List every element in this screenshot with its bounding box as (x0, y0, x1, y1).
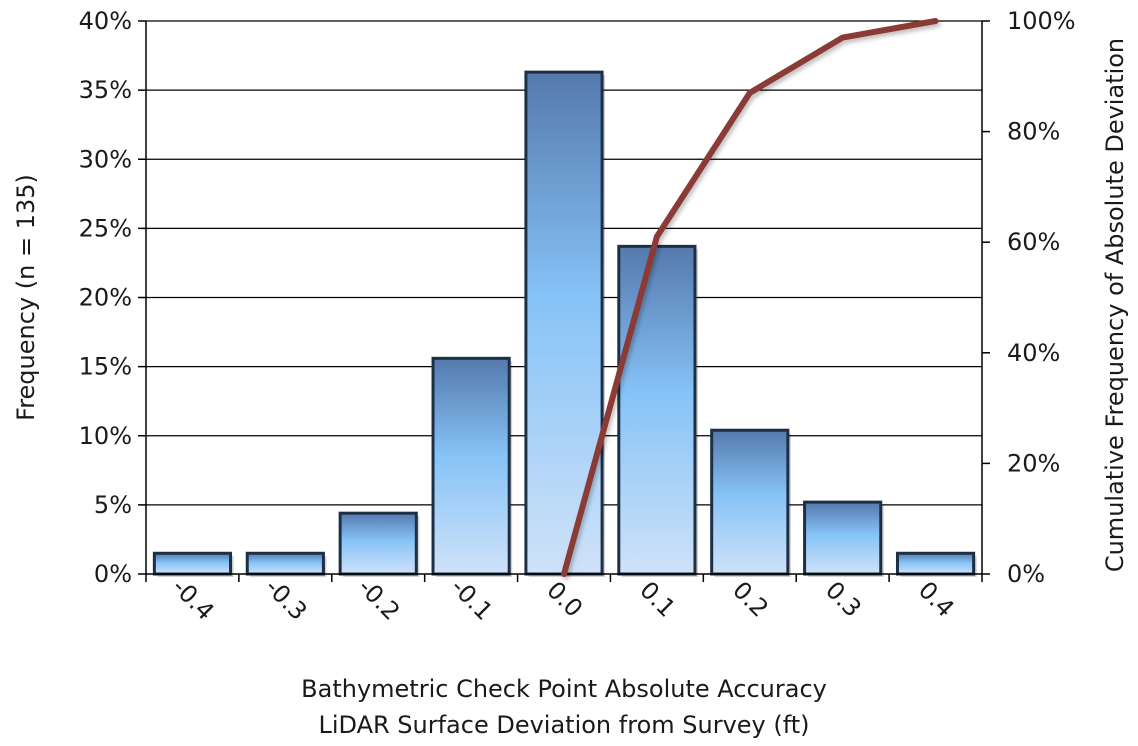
y-tick-label: 0% (94, 560, 132, 588)
y-tick-label: 25% (79, 214, 132, 242)
y-axis-title: Frequency (n = 135) (12, 174, 40, 421)
x-tick-label: -0.2 (352, 573, 405, 626)
x-tick-label: -0.3 (260, 573, 313, 626)
y-tick-label: 20% (79, 284, 132, 312)
bar (431, 356, 511, 576)
y2-tick-label: 100% (1007, 7, 1076, 35)
y-tick-label: 15% (79, 353, 132, 381)
x-tick-label: 0.3 (820, 576, 867, 623)
bar (245, 551, 325, 576)
y2-tick-label: 80% (1007, 118, 1060, 146)
x-tick-label: -0.4 (167, 573, 220, 626)
cumulative-line-layer (561, 18, 939, 577)
x-tick-label: -0.1 (445, 573, 498, 626)
y-tick-label: 40% (79, 7, 132, 35)
bar (710, 428, 790, 576)
y-tick-label: 35% (79, 76, 132, 104)
y-tick-label: 30% (79, 145, 132, 173)
y2-tick-label: 60% (1007, 228, 1060, 256)
y2-tick-label: 20% (1007, 449, 1060, 477)
x-tick-label: 0.0 (541, 576, 588, 623)
x-axis-title-line-2: LiDAR Surface Deviation from Survey (ft) (318, 711, 809, 739)
x-tick-label: 0.1 (634, 576, 681, 623)
bar (524, 70, 604, 576)
bar (152, 551, 233, 576)
y-tick-label: 10% (79, 422, 132, 450)
x-axis-title-line-1: Bathymetric Check Point Absolute Accurac… (301, 675, 827, 703)
y2-axis-title: Cumulative Frequency of Absolute Deviati… (1101, 38, 1129, 572)
y2-tick-label: 0% (1007, 560, 1045, 588)
cumulative-line (561, 18, 939, 577)
y-tick-label: 5% (94, 491, 132, 519)
x-tick-label: 0.4 (913, 576, 960, 623)
bar (617, 244, 697, 576)
bar (338, 511, 418, 576)
y2-tick-label: 40% (1007, 339, 1060, 367)
bar (803, 500, 883, 576)
x-tick-label: 0.2 (727, 576, 774, 623)
bar (895, 551, 976, 576)
bars (152, 70, 977, 577)
